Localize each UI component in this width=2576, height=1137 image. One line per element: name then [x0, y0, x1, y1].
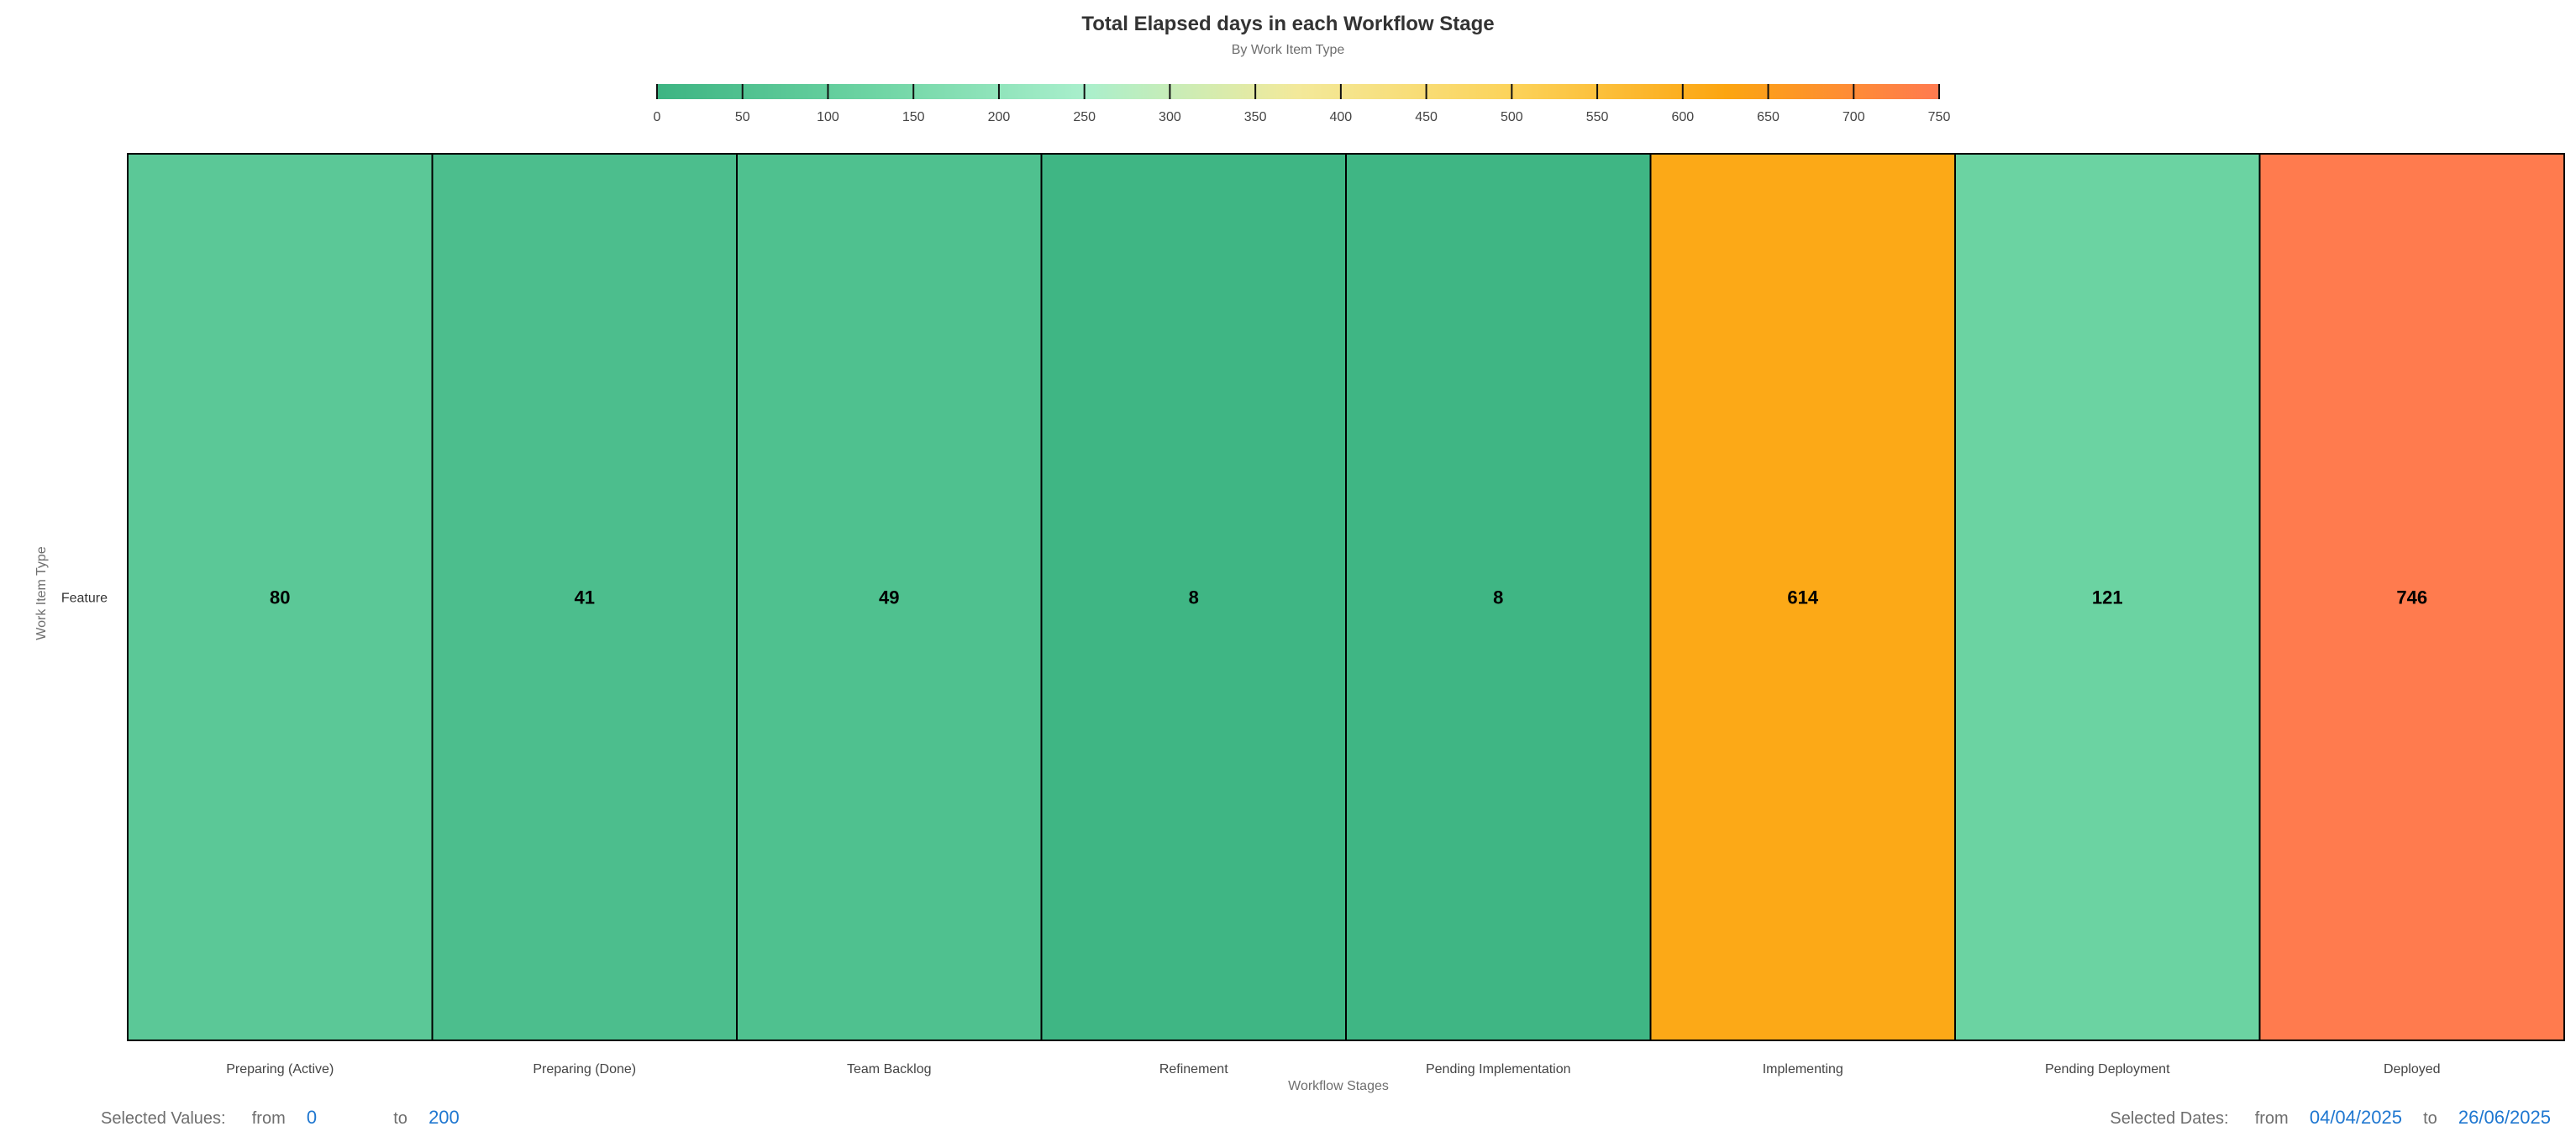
- x-axis-tick-label: Pending Deployment: [2045, 1062, 2170, 1076]
- color-scale-tick-label: 350: [1244, 110, 1267, 124]
- color-scale-tick-label: 450: [1415, 110, 1438, 124]
- heatmap-cell[interactable]: [1954, 153, 2261, 1041]
- color-scale-tick-label: 200: [988, 110, 1011, 124]
- values-to-label: to: [393, 1109, 407, 1128]
- heatmap-cell-value-label: 746: [2396, 587, 2427, 608]
- dates-to-label: to: [2423, 1109, 2437, 1128]
- color-scale-tick-label: 0: [654, 110, 661, 124]
- values-from-label: from: [251, 1109, 286, 1128]
- heatmap-cell[interactable]: [736, 153, 1043, 1041]
- heatmap-cell[interactable]: [1345, 153, 1652, 1041]
- selected-dates-filter: Selected Dates: from 04/04/2025 to 26/06…: [2110, 1108, 2551, 1129]
- selected-values-label: Selected Values:: [101, 1109, 226, 1128]
- color-scale-tick-label: 700: [1843, 110, 1865, 124]
- color-scale-tick-label: 650: [1757, 110, 1780, 124]
- heatmap-cells: [127, 153, 2565, 1041]
- heatmap-cell-value-label: 8: [1493, 587, 1503, 608]
- chart-title: Total Elapsed days in each Workflow Stag…: [1081, 13, 1494, 35]
- values-from-input[interactable]: 0: [306, 1107, 318, 1128]
- values-to-input[interactable]: 200: [428, 1107, 460, 1128]
- heatmap-cell-value-label: 41: [575, 587, 595, 608]
- color-scale-tick-label: 750: [1928, 110, 1951, 124]
- y-axis-tick-label: Feature: [61, 592, 108, 606]
- dates-to-input[interactable]: 26/06/2025: [2458, 1107, 2551, 1128]
- heatmap-cell-value-label: 8: [1189, 587, 1199, 608]
- selected-dates-label: Selected Dates:: [2110, 1109, 2229, 1128]
- color-scale-tick-label: 150: [902, 110, 925, 124]
- heatmap-cell-value-label: 80: [270, 587, 290, 608]
- heatmap-cell-value-label: 49: [879, 587, 899, 608]
- x-axis-tick-labels: Preparing (Active) Preparing (Done) Team B…: [226, 1062, 2440, 1076]
- dates-from-input[interactable]: 04/04/2025: [2309, 1107, 2402, 1128]
- color-scale-tick-label: 500: [1501, 110, 1523, 124]
- x-axis-tick-label: Preparing (Done): [533, 1062, 636, 1076]
- y-axis-title: Work Item Type: [34, 546, 49, 640]
- heatmap-cell-value-label: 121: [2092, 587, 2123, 608]
- chart-subtitle: By Work Item Type: [1232, 43, 1345, 57]
- x-axis-tick-label: Deployed: [2384, 1062, 2441, 1076]
- heatmap-cell[interactable]: [1649, 153, 1956, 1041]
- heatmap-cell[interactable]: [127, 153, 434, 1041]
- color-scale-legend: 0 50 100 150 200 250 300 350 400 450 500 550 600 650 7…: [654, 84, 1951, 124]
- color-scale-tick-label: 50: [735, 110, 750, 124]
- x-axis-tick-label: Implementing: [1763, 1062, 1843, 1076]
- selected-values-filter: Selected Values: from 0 to 200: [101, 1108, 460, 1129]
- x-axis-title: Workflow Stages: [1288, 1079, 1389, 1093]
- color-scale-tick-label: 550: [1586, 110, 1609, 124]
- x-axis-tick-label: Team Backlog: [847, 1062, 932, 1076]
- color-scale-tick-label: 600: [1671, 110, 1694, 124]
- color-scale-tick-label: 250: [1073, 110, 1096, 124]
- heatmap-cell-value-label: 614: [1787, 587, 1818, 608]
- heatmap-svg: Total Elapsed days in each Workflow Stag…: [34, 13, 2565, 1093]
- x-axis-tick-label: Preparing (Active): [226, 1062, 334, 1076]
- y-axis-tick-labels: Feature: [61, 592, 108, 606]
- x-axis-tick-label: Pending Implementation: [1426, 1062, 1571, 1076]
- color-scale-tick-label: 400: [1330, 110, 1353, 124]
- dates-from-label: from: [2254, 1109, 2289, 1128]
- heatmap-cell[interactable]: [1040, 153, 1347, 1041]
- color-scale-tick-label: 300: [1159, 110, 1181, 124]
- heatmap-cell[interactable]: [2258, 153, 2565, 1041]
- color-scale-bar: [657, 84, 1939, 99]
- heatmap-cell[interactable]: [431, 153, 738, 1041]
- heatmap-value-labels: 80 41 49 8 8 614 121 746: [270, 587, 2427, 608]
- x-axis-tick-label: Refinement: [1159, 1062, 1228, 1076]
- color-scale-tick-label: 100: [817, 110, 839, 124]
